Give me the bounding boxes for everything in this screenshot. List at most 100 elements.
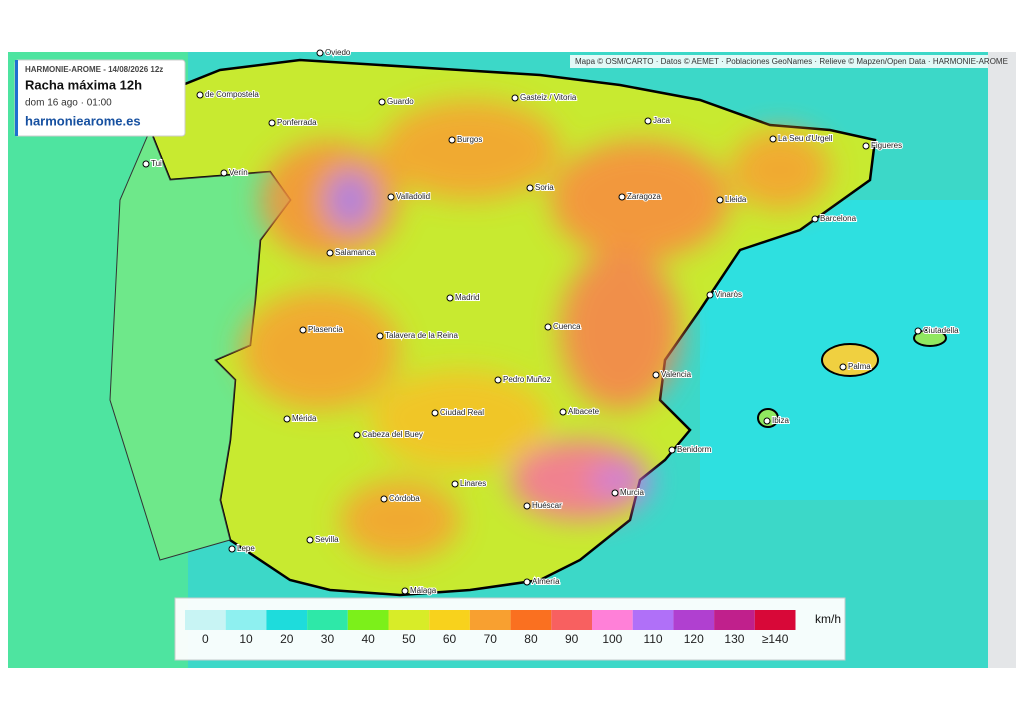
legend-swatch: [388, 610, 430, 630]
attribution-bg: [570, 55, 988, 68]
city-dot: [306, 536, 314, 544]
city-label: Málaga: [410, 586, 437, 595]
city-dot: [326, 249, 334, 257]
city-label: Verín: [229, 168, 248, 177]
legend-label: 30: [321, 632, 335, 646]
city-dot: [644, 117, 652, 125]
legend-swatch: [592, 610, 633, 630]
city-label: Soria: [535, 183, 554, 192]
legend-label: ≥140: [762, 632, 789, 646]
legend-swatch: [347, 610, 389, 630]
legend-swatch: [754, 610, 796, 630]
city-dot: [380, 495, 388, 503]
city-dot: [378, 98, 386, 106]
model-run: HARMONIE-AROME - 14/08/2026 12z: [25, 65, 163, 74]
city-label: Ciutadella: [923, 326, 959, 335]
city-dot: [196, 91, 204, 99]
city-dot: [299, 326, 307, 334]
city-dot: [511, 94, 519, 102]
city-dot: [618, 193, 626, 201]
city-label: Albacete: [568, 407, 600, 416]
city-label: Madrid: [455, 293, 479, 302]
city-dot: [523, 578, 531, 586]
legend-swatch: [307, 610, 348, 630]
city-label: Plasencia: [308, 325, 343, 334]
city-label: Lepe: [237, 544, 255, 553]
legend-label: 50: [402, 632, 416, 646]
city-dot: [431, 409, 439, 417]
mallorca: [821, 343, 879, 377]
city-label: Oviedo: [325, 48, 351, 57]
city-dot: [401, 587, 409, 595]
city-label: Valladolid: [396, 192, 430, 201]
legend-label: 0: [202, 632, 209, 646]
city-dot: [526, 184, 534, 192]
city-label: Barcelona: [820, 214, 857, 223]
city-label: La Seu d'Urgell: [778, 134, 833, 143]
city-dot: [220, 169, 228, 177]
city-dot: [448, 136, 456, 144]
legend-swatch: [429, 610, 470, 630]
legend-label: 20: [280, 632, 294, 646]
attribution: Mapa © OSM/CARTO · Datos © AEMET · Pobla…: [575, 57, 1008, 66]
city-dot: [376, 332, 384, 340]
city-label: Murcia: [620, 488, 645, 497]
city-dot: [283, 415, 291, 423]
city-label: Zaragoza: [627, 192, 661, 201]
legend-unit: km/h: [815, 612, 841, 626]
city-label: Cuenca: [553, 322, 581, 331]
city-label: Pedro Muñoz: [503, 375, 551, 384]
city-dot: [142, 160, 150, 168]
city-dot: [353, 431, 361, 439]
site[interactable]: harmoniearome.es: [25, 113, 141, 128]
legend-swatch: [551, 610, 592, 630]
city-label: Ponferrada: [277, 118, 317, 127]
info-accent: [15, 60, 18, 136]
city-label: Mérida: [292, 414, 317, 423]
side-strip: [988, 52, 1016, 668]
city-label: Sevilla: [315, 535, 339, 544]
city-label: Salamanca: [335, 248, 376, 257]
city-dot: [387, 193, 395, 201]
city-dot: [914, 327, 922, 335]
legend-swatch: [266, 610, 308, 630]
city-label: Ciudad Real: [440, 408, 484, 417]
city-dot: [559, 408, 567, 416]
legend-swatch: [714, 610, 755, 630]
legend-swatch: [673, 610, 715, 630]
city-label: Córdoba: [389, 494, 420, 503]
city-dot: [494, 376, 502, 384]
legend-label: 130: [724, 632, 744, 646]
city-dot: [316, 49, 324, 57]
city-dot: [706, 291, 714, 299]
city-dot: [611, 489, 619, 497]
city-dot: [763, 417, 771, 425]
city-label: Vinaròs: [715, 290, 742, 299]
city-label: Huéscar: [532, 501, 562, 510]
city-dot: [523, 502, 531, 510]
legend-swatch: [632, 610, 674, 630]
legend-label: 100: [602, 632, 622, 646]
legend-label: 80: [524, 632, 538, 646]
legend-label: 10: [239, 632, 253, 646]
city-dot: [268, 119, 276, 127]
city-label: Almería: [532, 577, 560, 586]
gust-field: [240, 100, 830, 560]
city-label: Ibiza: [772, 416, 789, 425]
city-dot: [446, 294, 454, 302]
legend-swatch: [469, 610, 511, 630]
city-dot: [839, 363, 847, 371]
legend-label: 90: [565, 632, 579, 646]
legend-label: 40: [361, 632, 375, 646]
city-dot: [716, 196, 724, 204]
menorca: [913, 329, 947, 347]
city-label: Figueres: [871, 141, 902, 150]
legend-swatch: [225, 610, 267, 630]
city-label: Benidorm: [677, 445, 712, 454]
legend-label: 120: [684, 632, 704, 646]
city-dot: [668, 446, 676, 454]
city-label: de Compostela: [205, 90, 259, 99]
city-label: Valencia: [661, 370, 692, 379]
